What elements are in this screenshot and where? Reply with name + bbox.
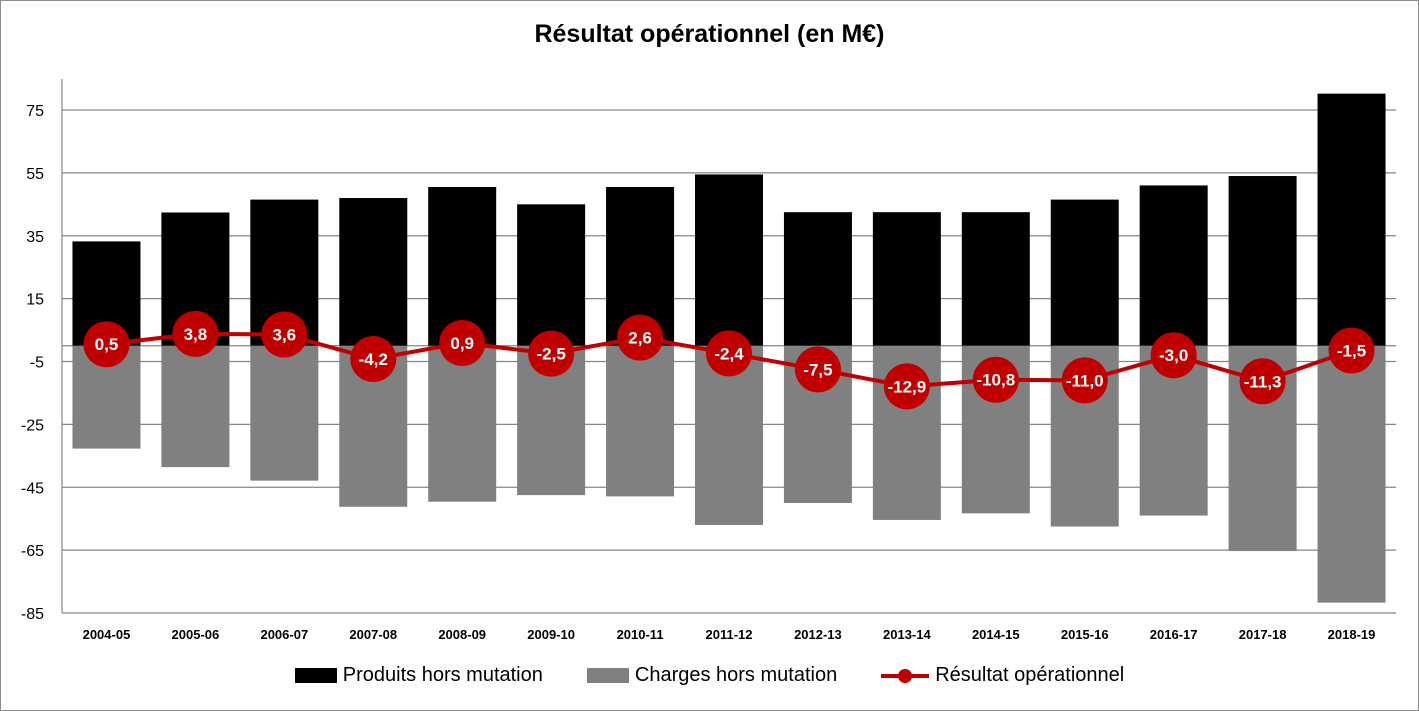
bar-produits bbox=[783, 212, 852, 346]
chart-legend: Produits hors mutation Charges hors muta… bbox=[0, 664, 1419, 687]
bar-charges bbox=[161, 345, 230, 468]
y-tick-label: 35 bbox=[26, 229, 44, 246]
legend-swatch-charges bbox=[586, 668, 629, 683]
x-tick-label: 2008-09 bbox=[438, 627, 486, 642]
bar-produits bbox=[428, 187, 497, 346]
point-resultat bbox=[1061, 357, 1108, 404]
chart-title: Résultat opérationnel (en M€) bbox=[534, 20, 885, 48]
data-label-resultat: 2,6 bbox=[628, 329, 652, 348]
point-resultat bbox=[706, 330, 752, 377]
data-label-resultat: 3,8 bbox=[184, 325, 208, 344]
y-tick-label: -85 bbox=[21, 606, 44, 623]
x-tick-label: 2007-08 bbox=[349, 627, 397, 642]
bar-produits bbox=[695, 174, 763, 346]
x-tick-label: 2009-10 bbox=[527, 627, 575, 642]
y-tick-label: 15 bbox=[26, 292, 44, 309]
bar-charges bbox=[606, 345, 675, 497]
x-tick-label: 2012-13 bbox=[794, 627, 842, 642]
x-tick-label: 2015-16 bbox=[1061, 627, 1109, 642]
bar-produits bbox=[517, 204, 586, 346]
bar-produits bbox=[1228, 176, 1297, 346]
x-tick-label: 2005-06 bbox=[172, 627, 220, 642]
data-label-resultat: -4,2 bbox=[359, 350, 388, 369]
point-resultat bbox=[350, 335, 397, 382]
data-label-resultat: -1,5 bbox=[1337, 341, 1366, 360]
point-resultat bbox=[1239, 358, 1286, 405]
data-label-resultat: -11,0 bbox=[1066, 371, 1104, 390]
x-tick-label: 2018-19 bbox=[1328, 627, 1376, 642]
y-tick-label: 55 bbox=[26, 166, 44, 183]
point-resultat bbox=[439, 319, 486, 366]
legend-label-charges: Charges hors mutation bbox=[634, 664, 838, 686]
point-resultat bbox=[617, 314, 664, 361]
legend-swatch-produits bbox=[294, 668, 337, 683]
x-tick-label: 2004-05 bbox=[83, 627, 131, 642]
legend-label-resultat: Résultat opérationnel bbox=[935, 664, 1125, 686]
bar-charges bbox=[428, 345, 497, 502]
bar-charges bbox=[250, 345, 319, 481]
data-label-resultat: -7,5 bbox=[803, 360, 832, 379]
y-tick-label: 75 bbox=[26, 103, 44, 120]
point-resultat bbox=[1150, 332, 1197, 379]
x-tick-label: 2006-07 bbox=[260, 627, 308, 642]
data-label-resultat: -10,8 bbox=[976, 371, 1015, 390]
x-tick-label: 2017-18 bbox=[1239, 627, 1287, 642]
bar-produits bbox=[961, 212, 1030, 346]
y-tick-label: -5 bbox=[30, 355, 44, 372]
x-tick-label: 2016-17 bbox=[1150, 627, 1198, 642]
data-label-resultat: -2,5 bbox=[536, 345, 565, 364]
point-resultat bbox=[794, 346, 841, 393]
point-resultat bbox=[972, 356, 1019, 403]
legend-label-produits: Produits hors mutation bbox=[342, 664, 543, 686]
data-label-resultat: -12,9 bbox=[887, 377, 926, 396]
point-resultat bbox=[528, 330, 575, 377]
point-resultat bbox=[261, 311, 308, 358]
legend-item-charges: Charges hors mutation bbox=[586, 664, 838, 687]
x-tick-label: 2013-14 bbox=[883, 627, 931, 642]
bar-produits bbox=[339, 198, 408, 346]
point-resultat bbox=[1328, 327, 1375, 374]
data-label-resultat: -11,3 bbox=[1244, 372, 1282, 391]
data-label-resultat: -3,0 bbox=[1159, 346, 1188, 365]
y-tick-label: -65 bbox=[21, 543, 44, 560]
legend-item-produits: Produits hors mutation bbox=[294, 664, 543, 687]
bar-produits bbox=[1317, 93, 1386, 346]
point-resultat bbox=[883, 363, 930, 410]
bar-produits bbox=[1050, 199, 1119, 346]
data-label-resultat: 3,6 bbox=[273, 325, 297, 344]
bar-charges bbox=[1317, 345, 1386, 603]
data-label-resultat: 0,9 bbox=[450, 334, 474, 353]
y-tick-label: -25 bbox=[21, 417, 44, 434]
bar-produits bbox=[1139, 185, 1208, 346]
y-tick-label: -45 bbox=[21, 480, 44, 497]
data-label-resultat: -2,4 bbox=[714, 344, 744, 363]
data-label-resultat: 0,5 bbox=[95, 335, 119, 354]
x-tick-label: 2014-15 bbox=[972, 627, 1020, 642]
point-resultat bbox=[83, 321, 130, 368]
x-tick-label: 2011-12 bbox=[706, 627, 753, 642]
legend-item-resultat: Résultat opérationnel bbox=[881, 664, 1124, 687]
legend-swatch-resultat bbox=[881, 668, 930, 684]
bar-produits bbox=[872, 212, 941, 346]
point-resultat bbox=[172, 310, 219, 357]
x-tick-label: 2010-11 bbox=[617, 627, 664, 642]
chart-plot: 75 55 35 15 -5 -25 -45 -65 -85 2004-05 2005-06 2006… bbox=[21, 79, 1396, 642]
